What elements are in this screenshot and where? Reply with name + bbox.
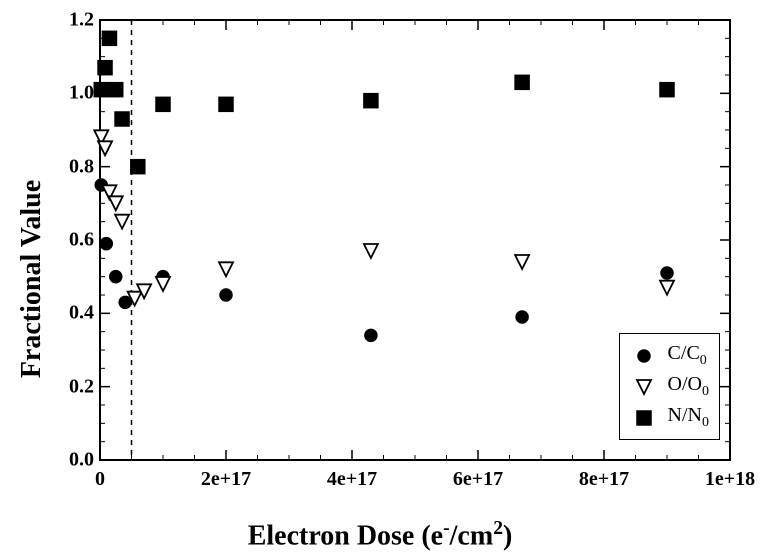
- x-tick-label: 8e+17: [579, 468, 629, 491]
- x-axis-title: Electron Dose (e-/cm2): [0, 518, 760, 552]
- x-tick-label: 4e+17: [327, 468, 377, 491]
- legend-item: O/O0: [630, 371, 709, 402]
- y-tick-label: 0.2: [56, 375, 94, 398]
- legend: C/C0O/O0N/N0: [619, 333, 720, 440]
- legend-item: N/N0: [630, 402, 709, 433]
- y-tick-label: 0.8: [56, 155, 94, 178]
- x-tick-label: 0: [95, 468, 105, 491]
- y-axis-title: Fractional Value: [16, 180, 48, 378]
- legend-item: C/C0: [630, 340, 709, 371]
- legend-label: O/O0: [668, 371, 709, 402]
- y-tick-label: 0.6: [56, 229, 94, 252]
- y-tick-label: 0.4: [56, 302, 94, 325]
- y-tick-label: 1.2: [56, 9, 94, 32]
- x-tick-label: 2e+17: [201, 468, 251, 491]
- legend-label: C/C0: [668, 340, 707, 371]
- y-tick-label: 0.0: [56, 449, 94, 472]
- plot-svg: [0, 0, 760, 558]
- scatter-chart: Fractional Value Electron Dose (e-/cm2) …: [0, 0, 760, 558]
- x-tick-label: 1e+18: [705, 468, 755, 491]
- legend-label: N/N0: [668, 402, 709, 433]
- y-tick-label: 1.0: [56, 82, 94, 105]
- x-tick-label: 6e+17: [453, 468, 503, 491]
